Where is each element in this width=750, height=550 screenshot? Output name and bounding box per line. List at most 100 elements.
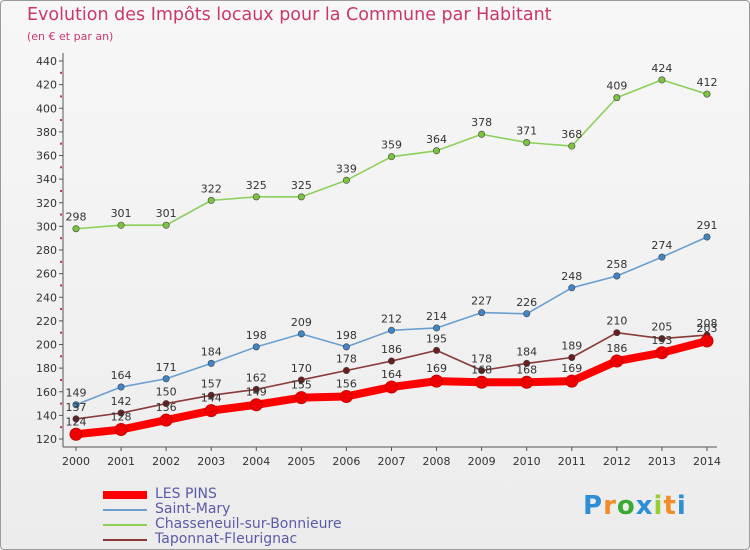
legend-label: Taponnat-Fleurignac	[155, 531, 298, 547]
series-layer	[69, 76, 714, 441]
data-label-les-pins: 144	[201, 392, 222, 405]
data-point-chasseneuil-sur-bonnieure	[207, 196, 215, 204]
data-point-chasseneuil-sur-bonnieure	[117, 221, 125, 229]
data-label-les-pins: 168	[471, 363, 492, 376]
data-point-chasseneuil-sur-bonnieure	[613, 94, 621, 102]
data-point-chasseneuil-sur-bonnieure	[162, 221, 170, 229]
data-point-taponnat-fleurignac	[207, 391, 215, 399]
data-label-chasseneuil-sur-bonnieure: 424	[651, 62, 672, 75]
data-point-saint-mary	[613, 272, 621, 280]
y-tick-label: 340	[36, 173, 57, 186]
data-point-chasseneuil-sur-bonnieure	[568, 142, 576, 150]
data-point-taponnat-fleurignac	[478, 366, 486, 374]
legend-swatch	[103, 523, 147, 526]
x-tick-label: 2013	[648, 455, 676, 468]
data-label-chasseneuil-sur-bonnieure: 325	[291, 179, 312, 192]
data-label-chasseneuil-sur-bonnieure: 301	[156, 207, 177, 220]
data-point-les-pins	[249, 398, 263, 412]
data-label-chasseneuil-sur-bonnieure: 378	[471, 116, 492, 129]
data-point-taponnat-fleurignac	[387, 357, 395, 365]
data-point-saint-mary	[478, 309, 486, 317]
data-point-taponnat-fleurignac	[252, 385, 260, 393]
data-label-chasseneuil-sur-bonnieure: 371	[516, 125, 537, 138]
data-label-saint-mary: 198	[246, 329, 267, 342]
legend-swatch	[103, 538, 147, 541]
data-label-chasseneuil-sur-bonnieure: 368	[561, 128, 582, 141]
y-tick-label: 400	[36, 102, 57, 115]
data-label-saint-mary: 184	[201, 345, 222, 358]
data-label-taponnat-fleurignac: 142	[111, 395, 132, 408]
y-tick-label: 160	[36, 386, 57, 399]
data-point-saint-mary	[162, 375, 170, 383]
y-tick-label: 240	[36, 291, 57, 304]
data-label-les-pins: 164	[381, 368, 402, 381]
data-label-taponnat-fleurignac: 186	[381, 343, 402, 356]
y-tick-label: 440	[36, 55, 57, 68]
y-tick-label: 200	[36, 339, 57, 352]
data-label-taponnat-fleurignac: 157	[201, 377, 222, 390]
x-tick-label: 2007	[377, 455, 405, 468]
data-label-chasseneuil-sur-bonnieure: 298	[66, 211, 87, 224]
data-point-les-pins	[339, 389, 353, 403]
y-tick-label: 120	[36, 433, 57, 446]
logo-letter: o	[616, 491, 636, 521]
legend-label: Chasseneuil-sur-Bonnieure	[155, 516, 342, 532]
y-minor-tick	[60, 426, 62, 429]
data-point-taponnat-fleurignac	[117, 409, 125, 417]
data-label-les-pins: 149	[246, 386, 267, 399]
data-point-taponnat-fleurignac	[433, 346, 441, 354]
data-label-les-pins: 156	[336, 377, 357, 390]
data-label-taponnat-fleurignac: 178	[471, 352, 492, 365]
data-label-taponnat-fleurignac: 170	[291, 362, 312, 375]
data-label-saint-mary: 226	[516, 296, 537, 309]
data-point-saint-mary	[658, 253, 666, 261]
data-label-taponnat-fleurignac: 150	[156, 386, 177, 399]
data-point-chasseneuil-sur-bonnieure	[658, 76, 666, 84]
data-point-les-pins	[204, 404, 218, 418]
data-label-taponnat-fleurignac: 205	[651, 321, 672, 334]
x-tick-label: 2003	[197, 455, 225, 468]
logo-letter: P	[583, 491, 604, 521]
y-minor-tick	[60, 189, 62, 192]
data-point-chasseneuil-sur-bonnieure	[72, 225, 80, 233]
data-label-saint-mary: 212	[381, 312, 402, 325]
y-minor-tick	[60, 119, 62, 122]
y-tick-label: 420	[36, 79, 57, 92]
x-tick-label: 2012	[603, 455, 631, 468]
data-point-les-pins	[610, 354, 624, 368]
data-label-saint-mary: 291	[696, 219, 717, 232]
data-point-saint-mary	[117, 383, 125, 391]
data-label-chasseneuil-sur-bonnieure: 339	[336, 162, 357, 175]
y-tick-label: 180	[36, 362, 57, 375]
logo-letter: i	[653, 491, 664, 521]
y-minor-tick	[60, 378, 62, 381]
x-tick-label: 2010	[513, 455, 541, 468]
data-point-saint-mary	[433, 324, 441, 332]
data-label-chasseneuil-sur-bonnieure: 301	[111, 207, 132, 220]
data-label-chasseneuil-sur-bonnieure: 412	[696, 76, 717, 89]
data-label-les-pins: 128	[111, 411, 132, 424]
data-label-les-pins: 193	[651, 334, 672, 347]
data-point-saint-mary	[342, 343, 350, 351]
data-label-taponnat-fleurignac: 137	[66, 401, 87, 414]
data-point-saint-mary	[72, 401, 80, 409]
data-point-chasseneuil-sur-bonnieure	[703, 90, 711, 98]
data-point-les-pins	[565, 374, 579, 388]
data-point-chasseneuil-sur-bonnieure	[342, 176, 350, 184]
axes: 120 140 160 180 200 220 240 260 280 300 320 340 360 3…	[36, 53, 721, 468]
x-tick-label: 2005	[287, 455, 315, 468]
data-label-taponnat-fleurignac: 208	[696, 317, 717, 330]
data-label-chasseneuil-sur-bonnieure: 409	[606, 80, 627, 93]
data-point-les-pins	[294, 391, 308, 405]
data-point-taponnat-fleurignac	[568, 353, 576, 361]
data-label-saint-mary: 258	[606, 258, 627, 271]
y-minor-tick	[60, 166, 62, 169]
data-point-les-pins	[384, 380, 398, 394]
data-label-taponnat-fleurignac: 184	[516, 345, 537, 358]
y-minor-tick	[60, 71, 62, 74]
logo-letter: x	[635, 491, 654, 521]
data-label-saint-mary: 164	[111, 369, 132, 382]
data-point-saint-mary	[523, 310, 531, 318]
data-label-les-pins: 203	[696, 322, 717, 335]
